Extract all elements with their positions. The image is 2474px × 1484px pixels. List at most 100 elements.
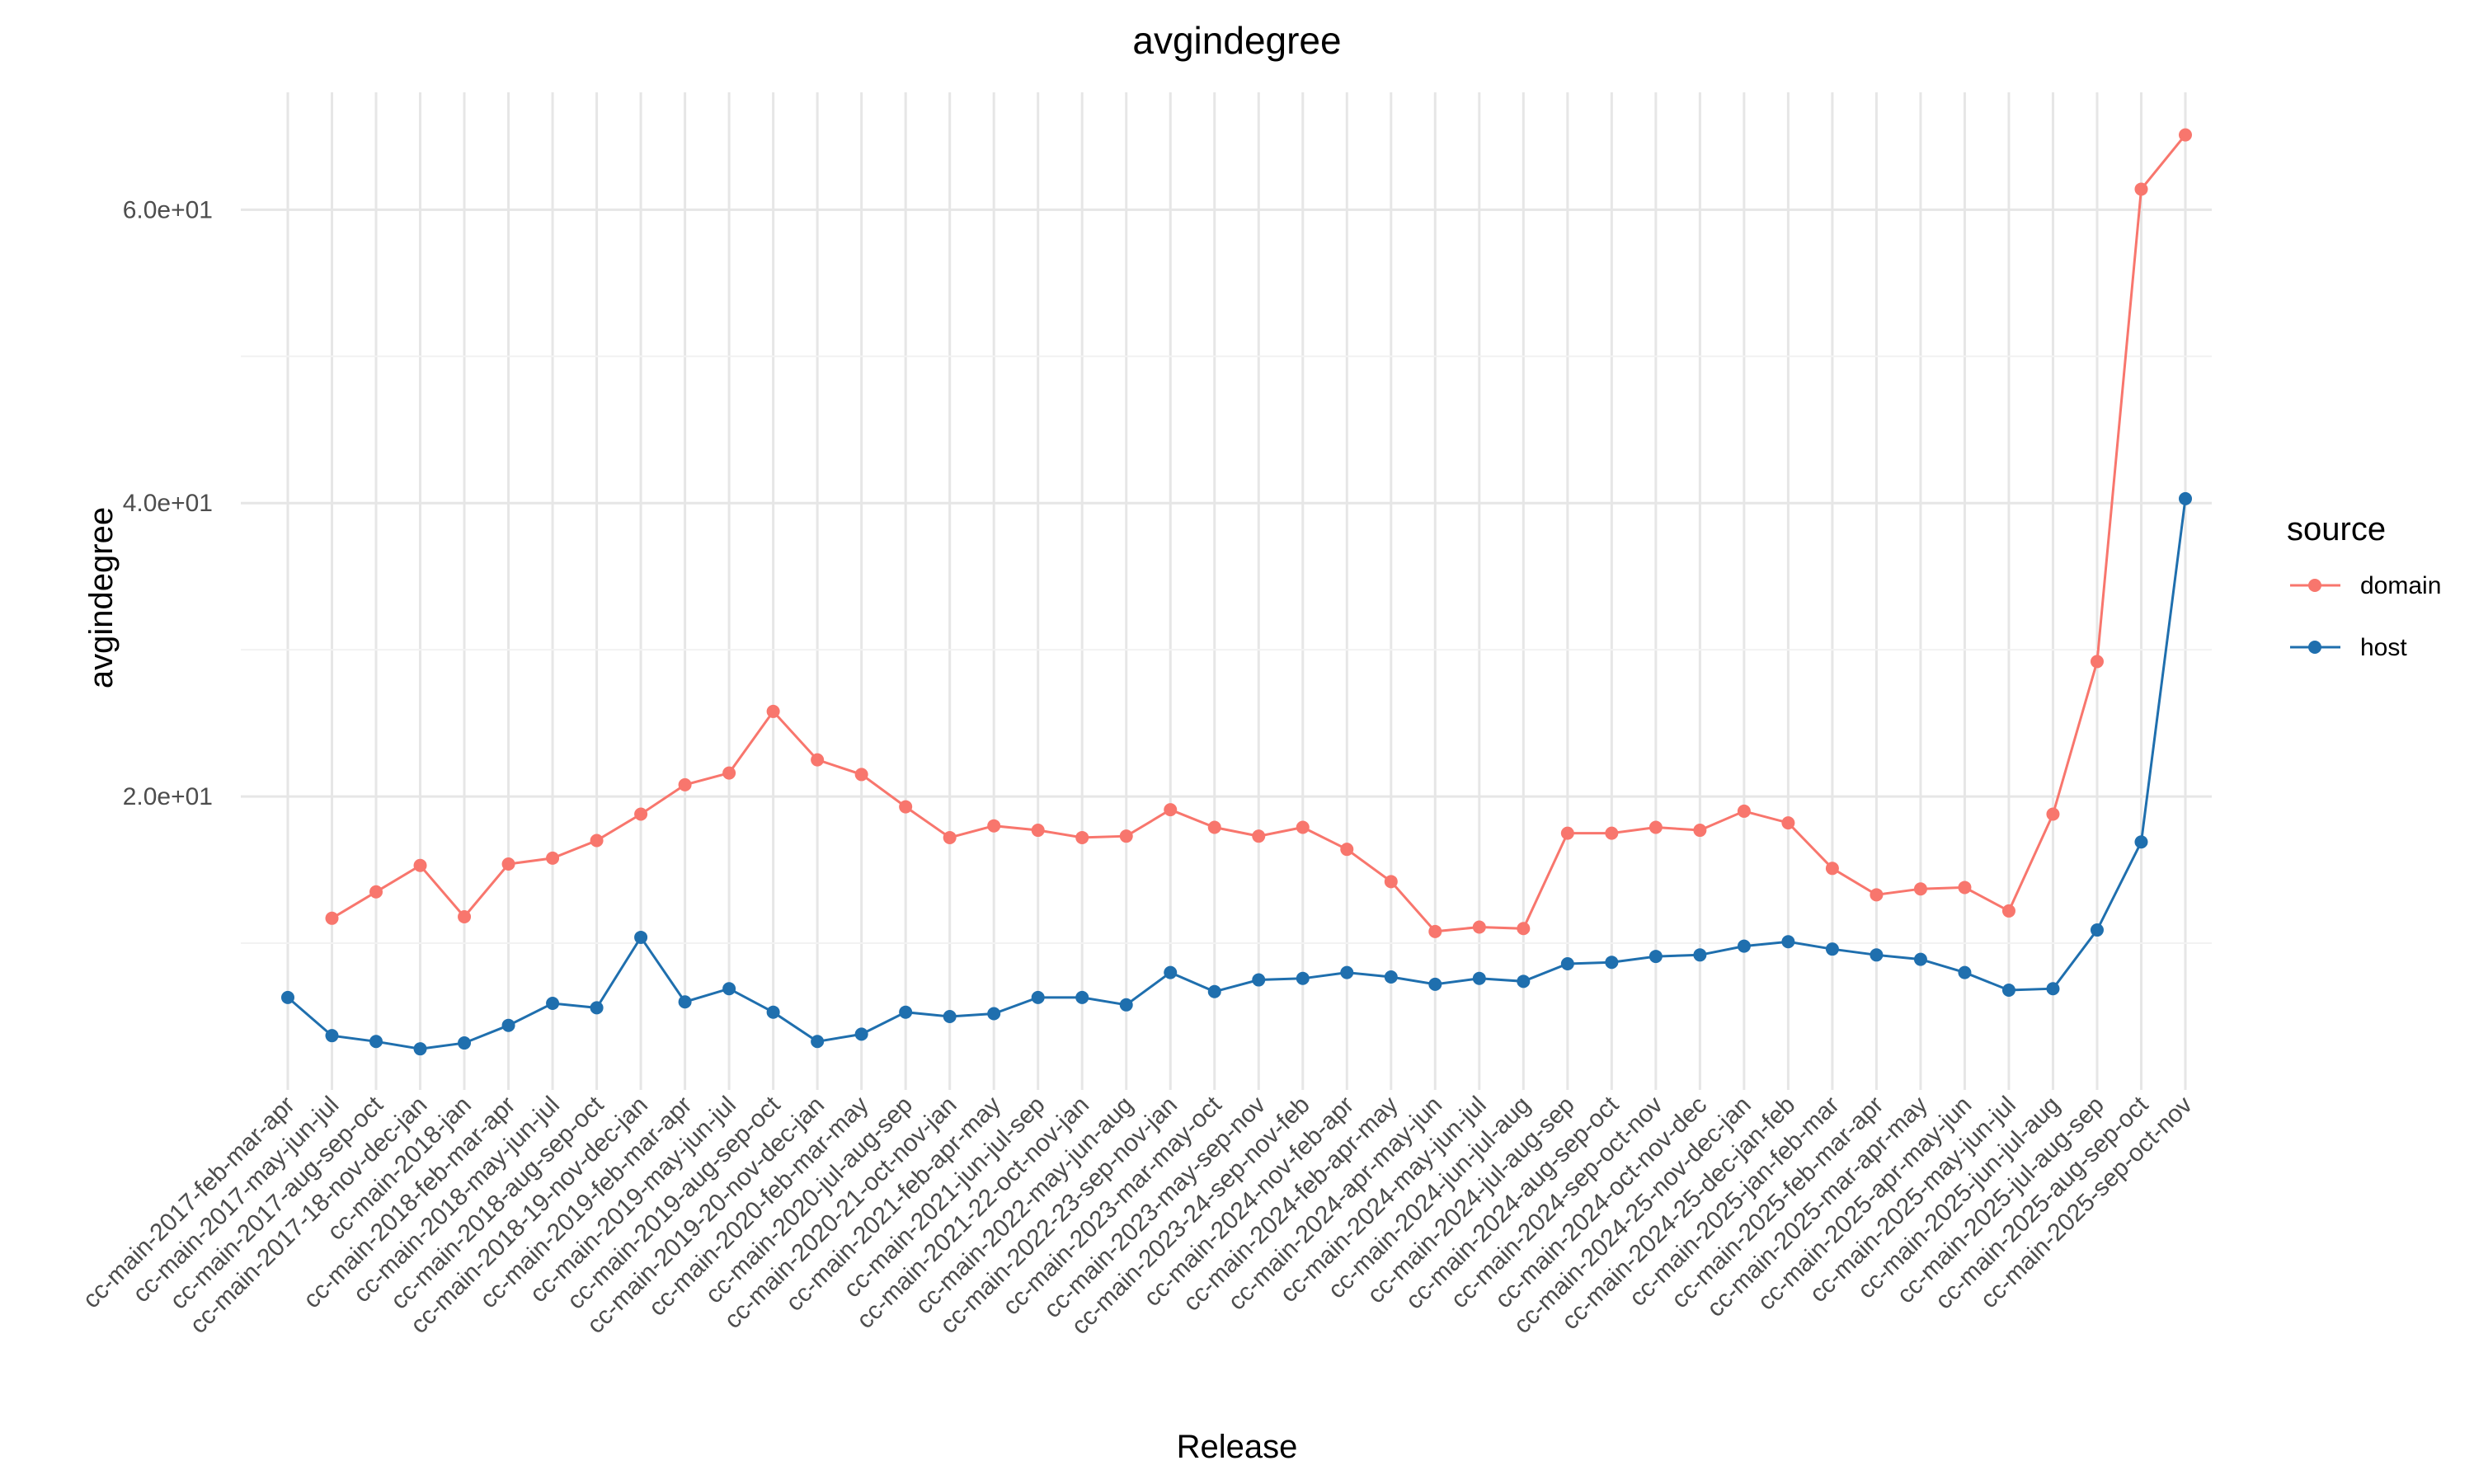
data-point-domain (634, 807, 648, 821)
data-point-domain (2134, 182, 2148, 196)
legend-label-domain: domain (2360, 572, 2441, 599)
legend-key-marker-domain (2308, 579, 2321, 592)
data-point-domain (678, 777, 692, 791)
data-point-domain (546, 851, 560, 865)
data-point-host (1296, 971, 1310, 985)
data-point-domain (1825, 862, 1839, 876)
data-point-host (811, 1035, 825, 1049)
data-point-host (1075, 990, 1089, 1004)
data-point-host (501, 1018, 515, 1032)
data-point-domain (1207, 820, 1221, 834)
data-point-host (590, 1001, 604, 1015)
data-point-domain (2046, 807, 2060, 821)
y-axis-ticks: 2.0e+01 4.0e+01 6.0e+01 (123, 196, 213, 810)
data-point-host (1870, 948, 1884, 962)
data-point-domain (1737, 804, 1751, 818)
data-point-host (1649, 950, 1663, 964)
data-point-domain (1517, 922, 1531, 936)
data-point-domain (1296, 820, 1310, 834)
data-point-domain (1472, 920, 1486, 934)
data-point-host (1207, 984, 1221, 998)
data-point-domain (501, 857, 515, 871)
data-point-host (413, 1042, 427, 1056)
data-point-host (458, 1036, 472, 1050)
data-point-domain (2001, 904, 2015, 918)
data-point-host (1958, 965, 1972, 979)
legend-key-marker-host (2308, 641, 2321, 654)
data-point-domain (987, 819, 1001, 833)
data-point-host (281, 990, 294, 1004)
data-point-domain (590, 834, 604, 848)
x-axis-ticks: cc-main-2017-feb-mar-aprcc-main-2017-may… (78, 1091, 2198, 1340)
data-point-domain (811, 753, 825, 767)
data-point-host (1825, 942, 1839, 956)
data-point-domain (1958, 881, 1972, 895)
data-point-host (1031, 990, 1045, 1004)
data-point-domain (943, 830, 957, 844)
data-point-domain (766, 704, 780, 718)
data-point-host (1384, 970, 1398, 984)
grid (241, 92, 2212, 1090)
data-point-host (766, 1005, 780, 1019)
data-point-host (369, 1035, 383, 1049)
data-point-domain (722, 766, 736, 780)
series-line-host (287, 498, 2187, 1050)
data-point-domain (1164, 803, 1178, 817)
y-tick-label: 2.0e+01 (123, 783, 213, 810)
data-point-host (1252, 973, 1266, 987)
data-point-host (678, 995, 692, 1009)
data-point-domain (1340, 843, 1354, 857)
data-point-host (854, 1027, 868, 1041)
data-point-domain (1119, 829, 1133, 843)
data-point-host (2001, 984, 2015, 997)
data-point-host (943, 1010, 957, 1024)
data-point-host (1605, 956, 1619, 970)
data-point-host (1472, 971, 1486, 985)
data-point-host (1913, 952, 1927, 966)
data-point-domain (1870, 888, 1884, 902)
legend-label-host: host (2360, 634, 2407, 661)
data-point-host (1560, 956, 1574, 970)
data-point-domain (1384, 875, 1398, 889)
series-domain (325, 128, 2192, 938)
data-point-host (1517, 974, 1531, 989)
data-point-domain (369, 885, 383, 899)
data-point-host (1737, 939, 1751, 953)
data-point-host (2179, 491, 2192, 505)
data-point-domain (854, 768, 868, 782)
data-point-domain (1649, 820, 1663, 834)
data-point-host (1164, 965, 1178, 979)
y-tick-label: 6.0e+01 (123, 196, 213, 223)
data-point-host (1340, 965, 1354, 979)
data-point-host (1781, 935, 1795, 949)
data-point-domain (1075, 830, 1089, 844)
y-tick-label: 4.0e+01 (123, 490, 213, 517)
data-point-domain (899, 800, 913, 814)
series-host (281, 491, 2192, 1056)
series-layer (281, 128, 2192, 1056)
data-point-domain (1252, 829, 1266, 843)
y-axis-title: avgindegree (83, 507, 120, 688)
legend-item-domain: domain (2290, 572, 2441, 599)
data-point-domain (325, 911, 339, 925)
data-point-domain (1913, 882, 1927, 896)
data-point-host (1428, 977, 1442, 991)
legend-item-host: host (2290, 634, 2407, 661)
data-point-host (2090, 923, 2104, 937)
data-point-domain (458, 910, 472, 924)
data-point-domain (1560, 826, 1574, 840)
data-point-domain (2179, 128, 2192, 142)
data-point-domain (1693, 824, 1707, 838)
x-axis-title: Release (1177, 1429, 1298, 1465)
data-point-host (325, 1029, 339, 1043)
data-point-domain (2090, 655, 2104, 669)
data-point-domain (1031, 824, 1045, 838)
data-point-domain (1605, 826, 1619, 840)
data-point-host (634, 930, 648, 944)
data-point-domain (1428, 924, 1442, 938)
data-point-domain (413, 858, 427, 872)
data-point-host (2046, 982, 2060, 996)
data-point-host (2134, 835, 2148, 849)
